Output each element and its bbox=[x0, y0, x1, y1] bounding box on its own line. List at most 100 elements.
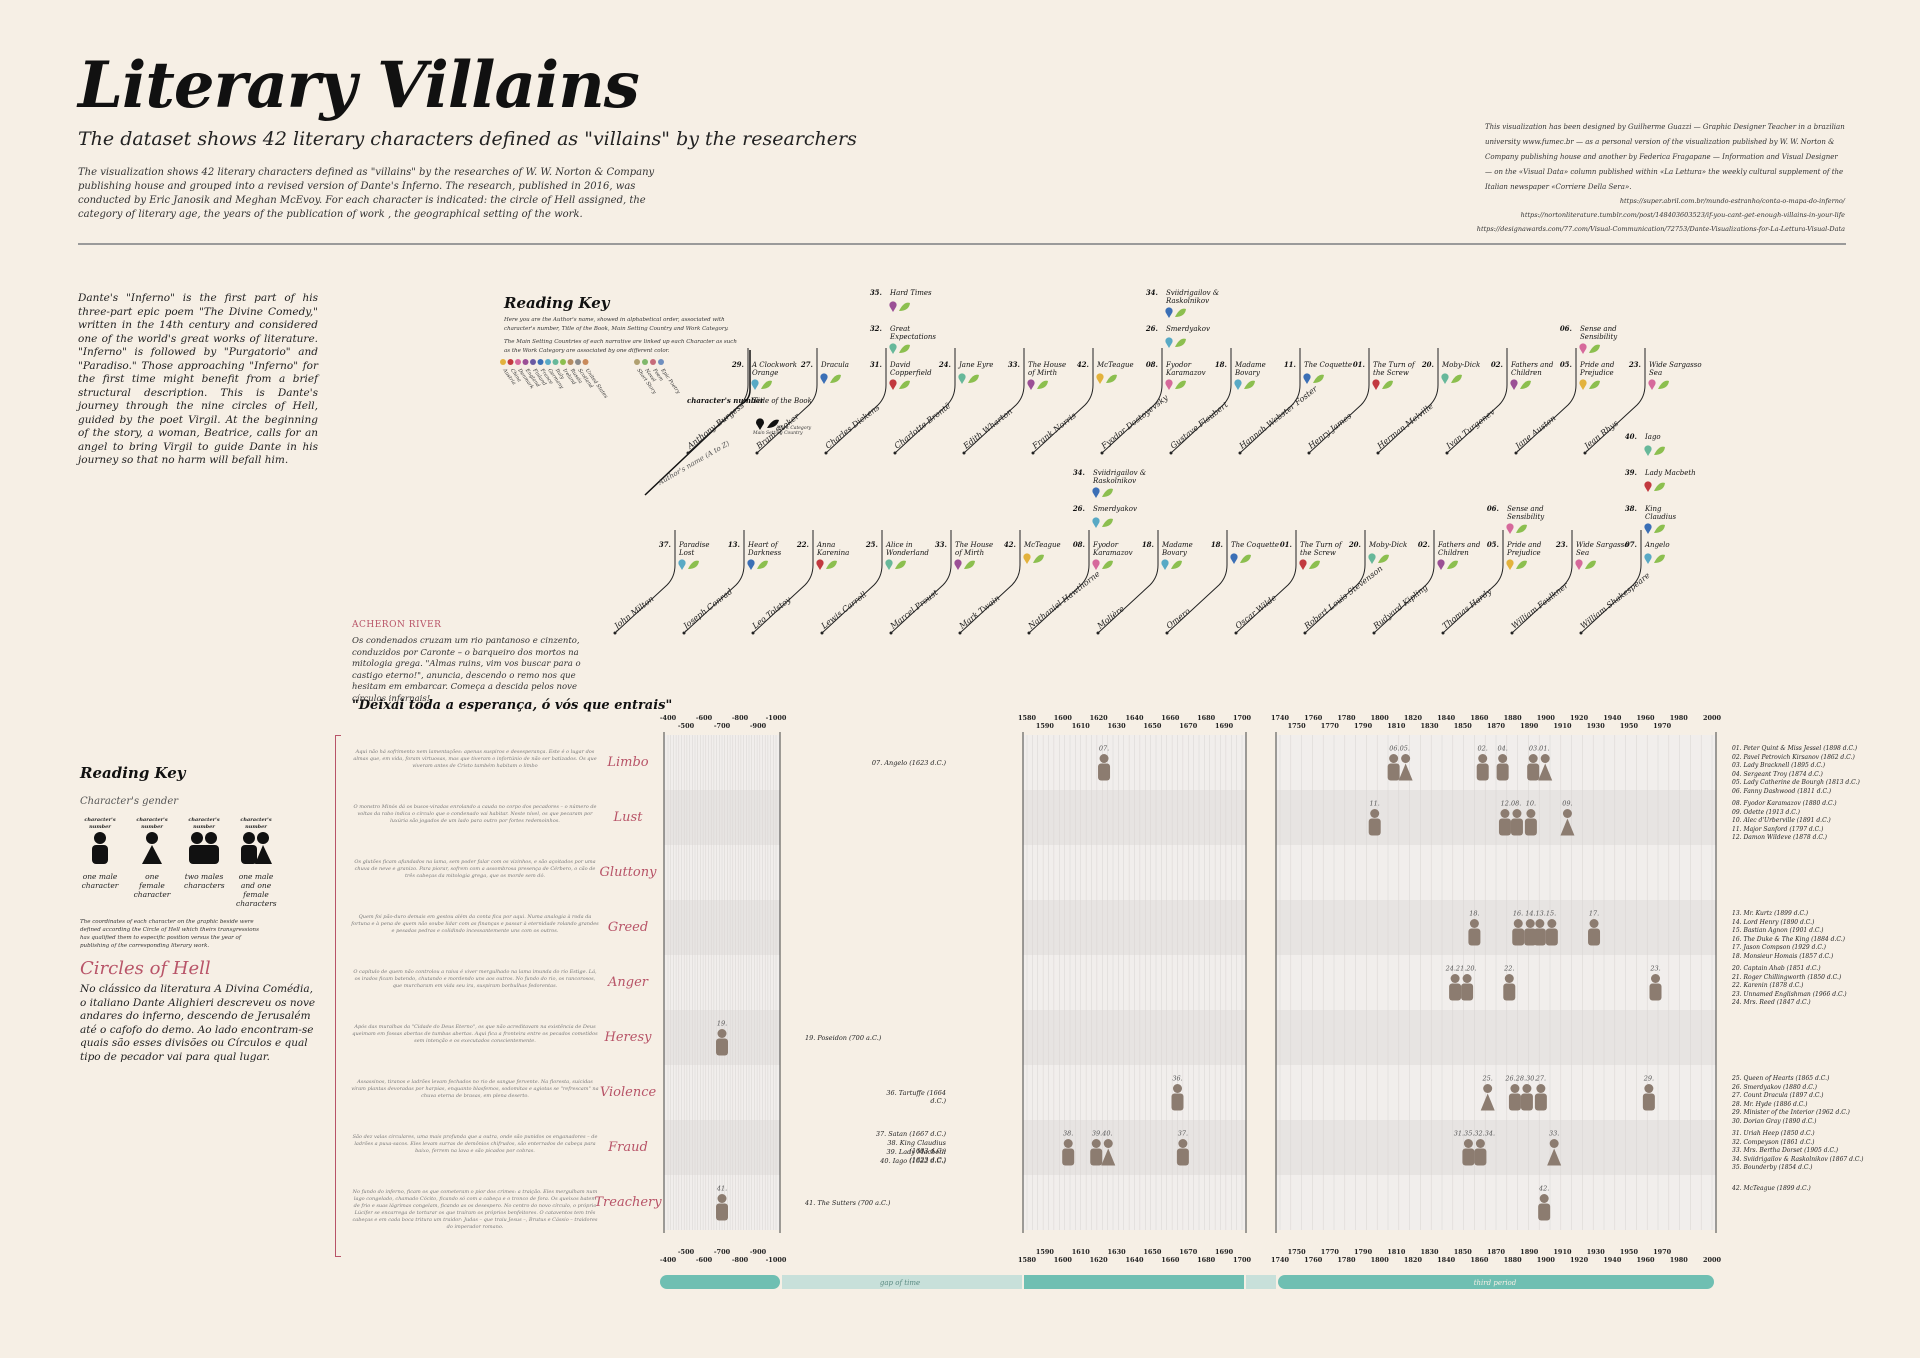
book-title[interactable]: The Turn of bbox=[1300, 541, 1343, 549]
axis-tick-label: -900 bbox=[750, 1248, 767, 1256]
book-title[interactable]: Sviidrigailov & bbox=[1166, 289, 1219, 297]
circle-name[interactable]: Violence bbox=[599, 1085, 657, 1100]
legend-entry: 16. The Duke & The King (1884 d.C.) bbox=[1732, 935, 1846, 943]
book-title[interactable]: The Coquette bbox=[1231, 541, 1279, 549]
side-note: 40. Iago (1622 d.C.) bbox=[880, 1157, 946, 1165]
book-title[interactable]: The House bbox=[1028, 361, 1066, 369]
villain-figure[interactable]: 13.15. bbox=[1533, 910, 1558, 946]
circle-name[interactable]: Lust bbox=[613, 810, 643, 825]
book-title[interactable]: Hard Times bbox=[889, 289, 932, 297]
book-title[interactable]: Wide Sargasso bbox=[1649, 361, 1702, 369]
villain-figure[interactable]: 27. bbox=[1535, 1075, 1547, 1111]
book-title[interactable]: Jane Eyre bbox=[957, 361, 993, 369]
book-title-line2: Claudius bbox=[1645, 513, 1677, 521]
book-title[interactable]: Wide Sargasso bbox=[1576, 541, 1629, 549]
villain-figure[interactable]: 10. bbox=[1524, 800, 1537, 836]
villain-figure[interactable]: 24.21.20. bbox=[1445, 965, 1477, 1001]
circle-name[interactable]: Fraud bbox=[608, 1140, 648, 1155]
country-pin-icon bbox=[885, 559, 893, 570]
axis-tick-label: 1610 bbox=[1072, 1248, 1091, 1256]
axis-tick-label: 1920 bbox=[1570, 714, 1589, 722]
figure-number: 09. bbox=[1562, 800, 1572, 808]
legend-entry: 01. Peter Quint & Miss Jessel (1898 d.C.… bbox=[1732, 745, 1858, 752]
figure-number: 16. 14. bbox=[1513, 910, 1536, 918]
book-title[interactable]: Fathers and bbox=[1510, 361, 1554, 369]
villain-figure[interactable]: 12.08. bbox=[1498, 800, 1523, 836]
book-title[interactable]: Great bbox=[890, 325, 910, 333]
villain-figure[interactable]: 02. bbox=[1476, 745, 1489, 781]
villain-figure[interactable]: 29. bbox=[1643, 1075, 1655, 1111]
book-title[interactable]: David bbox=[889, 361, 911, 369]
book-title[interactable]: Fyodor bbox=[1092, 541, 1119, 549]
book-title[interactable]: McTeague bbox=[1096, 361, 1134, 369]
villain-figure[interactable]: 09. bbox=[1560, 800, 1575, 836]
source-link[interactable]: https://super.abril.com.br/mundo-estranh… bbox=[1619, 197, 1845, 205]
book-title[interactable]: The Coquette bbox=[1304, 361, 1352, 369]
book-title[interactable]: Sviidrigailov & bbox=[1093, 469, 1146, 477]
villain-figure[interactable]: 31.35.32.34. bbox=[1454, 1130, 1495, 1166]
book-title[interactable]: Paradise bbox=[678, 541, 710, 549]
leaf-icon bbox=[968, 374, 979, 383]
circle-name[interactable]: Gluttony bbox=[599, 865, 657, 880]
villain-figure[interactable]: 07. bbox=[1098, 745, 1111, 781]
villain-figure[interactable]: 41. bbox=[716, 1185, 728, 1221]
book-title[interactable]: Sense and bbox=[1580, 325, 1617, 333]
circle-name[interactable]: Treachery bbox=[594, 1195, 662, 1210]
book-title[interactable]: Pride and bbox=[1506, 541, 1542, 549]
axis-tick-label: 1750 bbox=[1288, 1248, 1307, 1256]
axis-tick-label: 1810 bbox=[1387, 1248, 1406, 1256]
source-link[interactable]: https://designawards.com/77.com/Visual-C… bbox=[1476, 225, 1845, 233]
book-title[interactable]: McTeague bbox=[1023, 541, 1061, 549]
book-title[interactable]: Pride and bbox=[1579, 361, 1615, 369]
villain-figure[interactable]: 33. bbox=[1547, 1130, 1562, 1166]
axis-tick-label: 1860 bbox=[1470, 714, 1489, 722]
book-title[interactable]: Lady Macbeth bbox=[1644, 469, 1696, 477]
villain-figure[interactable]: 37. bbox=[1176, 1130, 1189, 1166]
villain-figure[interactable]: 11. bbox=[1368, 800, 1381, 836]
book-title[interactable]: Smerdyakov bbox=[1166, 325, 1210, 333]
country-pin-icon bbox=[1303, 373, 1311, 384]
axis-tick-label: 1840 bbox=[1437, 714, 1456, 722]
book-title[interactable]: Moby-Dick bbox=[1441, 361, 1480, 369]
character-number: 27. bbox=[800, 360, 813, 369]
villain-figure[interactable]: 17. bbox=[1588, 910, 1601, 946]
villain-figure[interactable]: 04. bbox=[1496, 745, 1509, 781]
book-title[interactable]: Heart of bbox=[747, 541, 779, 549]
book-title[interactable]: Dracula bbox=[820, 361, 849, 369]
book-title[interactable]: The House bbox=[955, 541, 993, 549]
circle-name[interactable]: Anger bbox=[608, 975, 648, 990]
book-title[interactable]: Iago bbox=[1644, 433, 1661, 441]
book-title[interactable]: King bbox=[1644, 505, 1662, 513]
villain-figure[interactable]: 38. bbox=[1062, 1130, 1075, 1166]
book-title[interactable]: Anna bbox=[816, 541, 835, 549]
villain-figure[interactable]: 36. bbox=[1171, 1075, 1184, 1111]
villain-figure[interactable]: 06.05. bbox=[1387, 745, 1413, 781]
villain-figure[interactable]: 22. bbox=[1503, 965, 1516, 1001]
book-title[interactable]: Madame bbox=[1234, 361, 1266, 369]
villain-figure[interactable]: 42. bbox=[1538, 1185, 1551, 1221]
villain-figure[interactable]: 16. 14. bbox=[1512, 910, 1537, 946]
dante-intro: Dante's "Inferno" is the first part of h… bbox=[78, 292, 318, 466]
villain-figure[interactable]: 26.28.30. bbox=[1504, 1075, 1536, 1111]
book-title[interactable]: Sense and bbox=[1507, 505, 1544, 513]
circle-name[interactable]: Limbo bbox=[607, 755, 649, 770]
villain-figure[interactable]: 23. bbox=[1649, 965, 1662, 1001]
circle-name[interactable]: Heresy bbox=[604, 1030, 652, 1045]
villain-figure[interactable]: 03.01. bbox=[1527, 745, 1553, 781]
book-title[interactable]: Fyodor bbox=[1165, 361, 1192, 369]
villain-figure[interactable]: 39.40. bbox=[1090, 1130, 1116, 1166]
book-title[interactable]: Angelo bbox=[1644, 541, 1670, 549]
book-title[interactable]: Moby-Dick bbox=[1368, 541, 1407, 549]
villain-figure[interactable]: 19. bbox=[716, 1020, 728, 1056]
circle-name[interactable]: Greed bbox=[607, 920, 649, 935]
book-title[interactable]: The Turn of bbox=[1373, 361, 1416, 369]
book-title[interactable]: Madame bbox=[1161, 541, 1193, 549]
book-title[interactable]: A Clockwork bbox=[751, 361, 797, 369]
source-link[interactable]: https://nortonliterature.tumblr.com/post… bbox=[1520, 211, 1845, 219]
villain-figure[interactable]: 18. bbox=[1468, 910, 1481, 946]
book-title[interactable]: Alice in bbox=[885, 541, 913, 549]
villain-figure[interactable]: 25. bbox=[1480, 1075, 1495, 1111]
book-title[interactable]: Fathers and bbox=[1437, 541, 1481, 549]
book-title[interactable]: Smerdyakov bbox=[1093, 505, 1137, 513]
